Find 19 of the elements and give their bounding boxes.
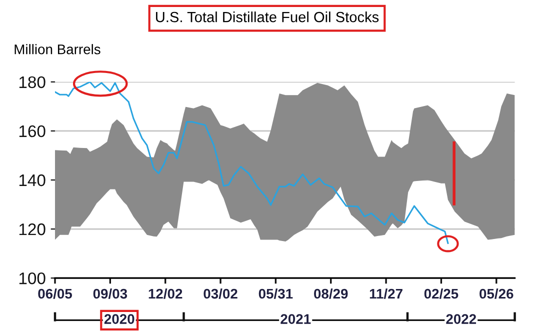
x-tick-label: 05/26 — [480, 288, 514, 299]
text: 2020 — [104, 314, 134, 324]
text: 2022 — [446, 314, 476, 324]
x-tick-label: 03/02 — [204, 288, 238, 299]
x-tick-label: 02/25 — [424, 288, 458, 299]
y-axis-title: Million Barrels — [14, 44, 100, 54]
x-tick-label: 05/31 — [258, 288, 293, 299]
chart-title: U.S. Total Distillate Fuel Oil Stocks — [156, 12, 379, 22]
x-tick-label: 06/05 — [38, 288, 72, 299]
x-tick-label: 12/02 — [148, 288, 182, 299]
y-tick-label: 120 — [19, 223, 46, 236]
y-tick-label: 140 — [19, 174, 46, 186]
x-tick-label: 11/27 — [370, 288, 402, 299]
text: 2021 — [280, 314, 311, 324]
y-tick-label: 160 — [19, 125, 46, 138]
y-tick-label: 100 — [19, 272, 46, 284]
x-tick-label: 09/03 — [93, 288, 128, 299]
x-tick-label: 08/29 — [314, 288, 348, 299]
y-tick-label: 180 — [19, 76, 46, 88]
